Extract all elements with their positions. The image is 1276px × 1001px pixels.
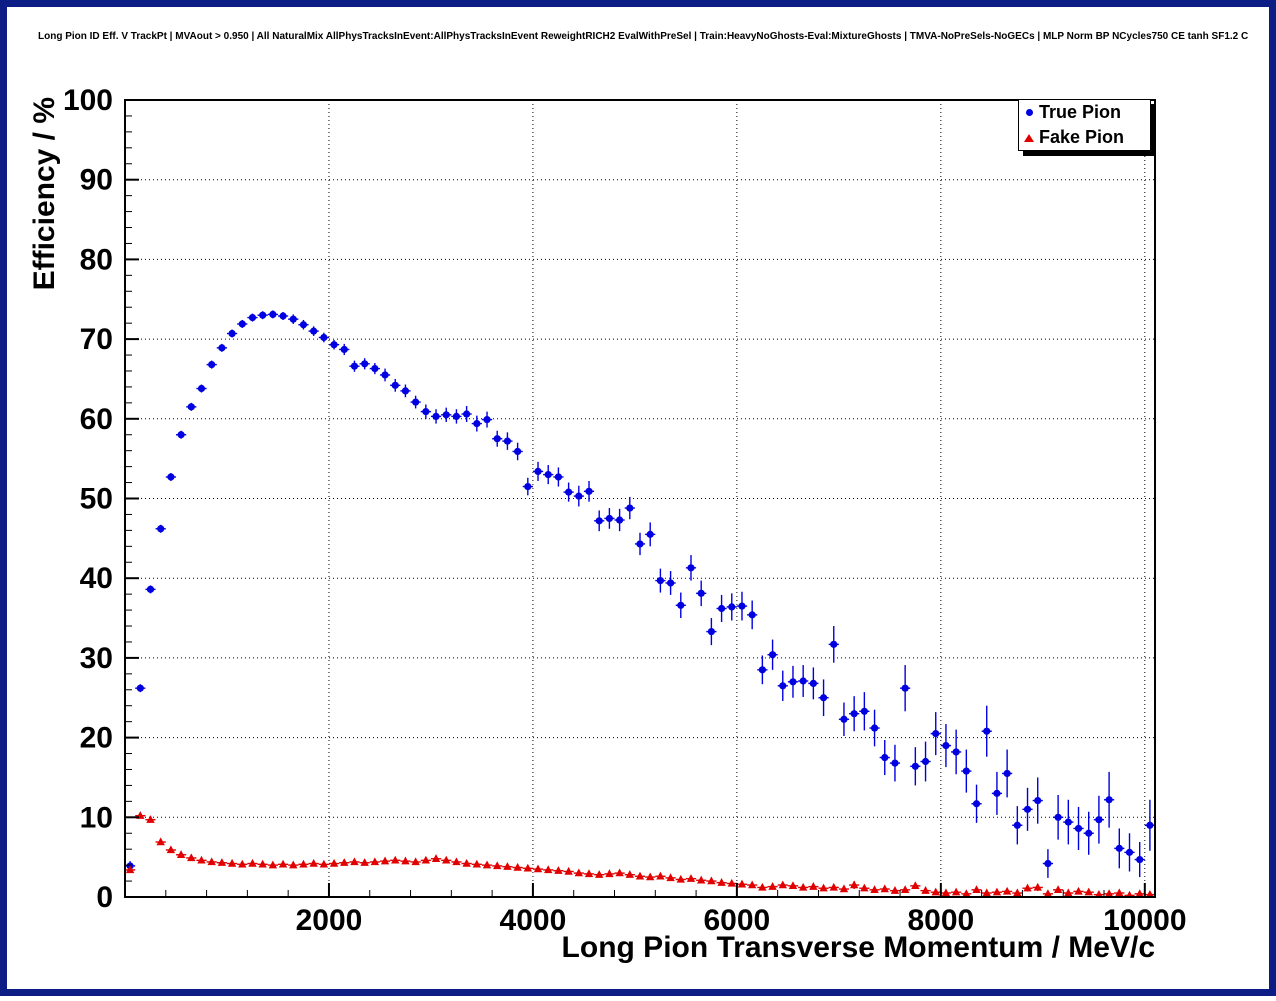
x-tick-label: 2000 [296,904,363,937]
fake-pion-marker-icon [1024,133,1034,142]
grid-layer [125,100,1155,897]
legend-label-fake-pion: Fake Pion [1039,127,1125,147]
x-axis-title: Long Pion Transverse Momentum / MeV/c [562,931,1155,964]
x-tick-label: 6000 [704,904,771,937]
y-axis-title: Efficiency / % [28,97,61,290]
plot-title: Long Pion ID Eff. V TrackPt | MVAout > 0… [38,31,1248,42]
true-pion-marker-icon [1025,109,1033,116]
y-tick-label: 40 [80,562,113,595]
y-tick-label: 70 [80,323,113,356]
y-tick-label: 10 [80,801,113,834]
data-layer [125,310,1155,897]
x-tick-label: 10000 [1103,904,1186,937]
y-tick-label: 30 [80,642,113,675]
y-tick-label: 20 [80,722,113,755]
x-tick-label: 8000 [907,904,974,937]
y-tick-label: 90 [80,164,113,197]
axis-layer: 2000 4000 6000 8000 10000 0 10 20 30 40 50 60 70 80 90… [63,84,1187,937]
plot-frame [124,99,1156,898]
x-tick-label: 4000 [500,904,567,937]
y-tick-label: 0 [96,881,113,914]
legend-label-true-pion: True Pion [1039,102,1122,122]
y-tick-label: 60 [80,403,113,436]
y-tick-label: 80 [80,243,113,276]
legend-entry-true-pion: True Pion [1019,100,1150,125]
y-tick-label: 50 [80,483,113,516]
legend-entry-fake-pion: Fake Pion [1019,125,1150,150]
y-tick-label: 100 [63,84,113,117]
legend: True Pion Fake Pion [1018,99,1151,151]
